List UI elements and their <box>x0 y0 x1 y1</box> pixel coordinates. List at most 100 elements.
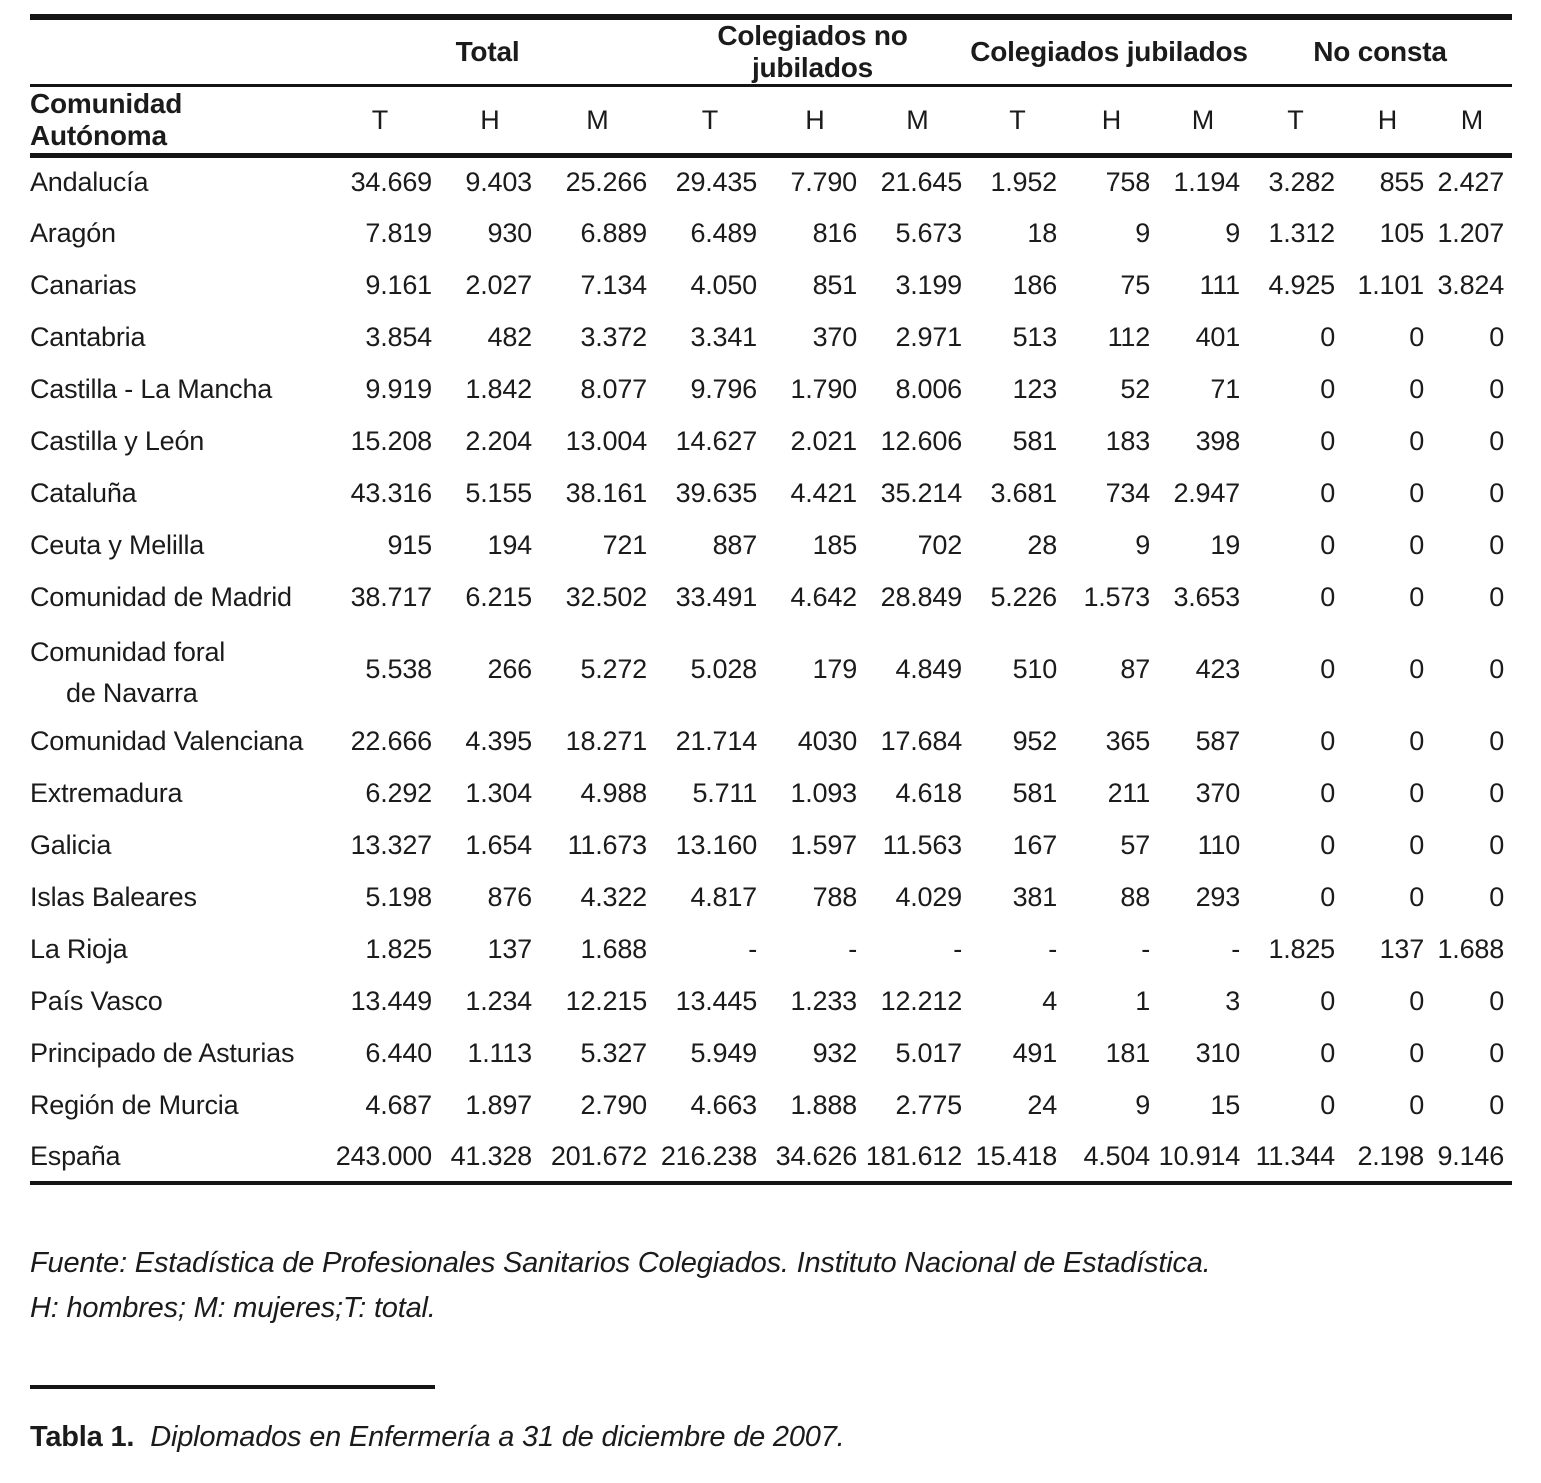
cell-value: 401 <box>1195 322 1241 352</box>
row-label: España <box>30 1131 320 1186</box>
cell-value: 15.208 <box>350 426 433 456</box>
column-header-h: H <box>440 85 540 158</box>
table-row: Extremadura 6.292 1.304 4.988 5.711 1.093 4.61… <box>30 767 1512 819</box>
cell-value: 0 <box>1320 1037 1336 1068</box>
cell-value: 0 <box>1489 478 1505 508</box>
cell-value: 112 <box>1107 322 1151 352</box>
cell-value: 1.304 <box>465 777 532 808</box>
cell-value: 52 <box>1120 374 1151 404</box>
cell-value: 12.606 <box>880 426 963 456</box>
table-row: Comunidad Valenciana 22.666 4.395 18.271 21.… <box>30 715 1512 767</box>
cell-value: 4.849 <box>895 653 963 684</box>
row-label: Ceuta y Melilla <box>30 530 205 560</box>
cell-value: 4.925 <box>1268 270 1336 300</box>
cell-value: 587 <box>1195 725 1241 756</box>
cell-value: 18 <box>1027 218 1058 248</box>
cell-value: 11.344 <box>1248 1131 1344 1186</box>
cell-value: 1.654 <box>465 829 532 860</box>
cell-value: 482 <box>487 322 533 352</box>
table-row: Comunidad foral de Navarra 5.538 266 5.272 5.… <box>30 624 1512 716</box>
source-note: Fuente: Estadística de Profesionales San… <box>30 1247 1211 1280</box>
cell-value: 0 <box>1320 426 1336 456</box>
row-label: Cantabria <box>30 322 146 352</box>
column-header-h: H <box>1343 85 1433 158</box>
row-label: Andalucía <box>30 167 149 198</box>
cell-value: 932 <box>812 1037 858 1068</box>
row-label: Galicia <box>30 829 112 860</box>
cell-value: 0 <box>1320 530 1336 560</box>
cell-value: 0 <box>1320 777 1336 808</box>
cell-value: 2.427 <box>1437 167 1505 198</box>
cell-value: 1.952 <box>990 167 1058 198</box>
cell-value: 43.316 <box>350 478 433 508</box>
cell-value: 243.000 <box>320 1131 440 1186</box>
table-row: Castilla y León 15.208 2.204 13.004 14.627 2.… <box>30 416 1512 468</box>
column-header-h: H <box>1065 85 1159 158</box>
cell-value: 9.161 <box>365 270 432 300</box>
table-row: Cantabria 3.854 482 3.372 3.341 370 2.971 513 11… <box>30 312 1512 364</box>
cell-value: 0 <box>1409 530 1425 560</box>
cell-value: 137 <box>487 933 533 964</box>
cell-value: 0 <box>1320 478 1336 508</box>
cell-value: 758 <box>1105 167 1151 198</box>
cell-value: 9.919 <box>365 374 432 404</box>
cell-value: 1.825 <box>1268 933 1336 964</box>
cell-value: 1.688 <box>1437 933 1505 964</box>
cell-value: 3.653 <box>1173 582 1241 612</box>
cell-value: 3.854 <box>365 322 432 352</box>
cell-value: 7.790 <box>790 167 858 198</box>
group-header-row: Total Colegiados no jubilados Colegiados… <box>30 17 1513 87</box>
cell-value: 0 <box>1409 881 1425 912</box>
cell-value: 0 <box>1320 374 1336 404</box>
row-label: Comunidad Valenciana <box>30 725 304 756</box>
cell-value: 370 <box>1195 777 1241 808</box>
row-label: Principado de Asturias <box>30 1037 295 1068</box>
cell-value: 19 <box>1210 530 1241 560</box>
row-label: Extremadura <box>30 777 183 808</box>
cell-value: 5.949 <box>690 1037 758 1068</box>
cell-value: 12.215 <box>565 985 648 1016</box>
cell-value: 167 <box>1012 829 1058 860</box>
table-row: Región de Murcia 4.687 1.897 2.790 4.663 1.88… <box>30 1079 1512 1131</box>
cell-value: 4.618 <box>895 777 963 808</box>
cell-value: 111 <box>1199 270 1241 300</box>
cell-value: 22.666 <box>350 725 433 756</box>
cell-value: 14.627 <box>675 426 758 456</box>
cell-value: 34.669 <box>350 167 433 198</box>
cell-value: 6.292 <box>365 777 432 808</box>
cell-value: 71 <box>1210 374 1241 404</box>
cell-value: 88 <box>1120 881 1151 912</box>
cell-value: 1.842 <box>465 374 532 404</box>
cell-value: 7.134 <box>580 270 648 300</box>
cell-value: 41.328 <box>440 1131 540 1186</box>
cell-value: 6.440 <box>365 1037 432 1068</box>
cell-value: 365 <box>1105 725 1151 756</box>
column-header-h: H <box>765 85 866 158</box>
cell-value: 181.612 <box>865 1131 971 1186</box>
cell-value: 0 <box>1489 1037 1505 1068</box>
cell-value: 510 <box>1012 653 1058 684</box>
cell-value: 2.198 <box>1343 1131 1433 1186</box>
group-header-jubilados: Colegiados jubilados <box>970 17 1249 87</box>
cell-value: 0 <box>1409 777 1425 808</box>
cell-value: 915 <box>387 530 433 560</box>
cell-value: 183 <box>1105 426 1151 456</box>
group-header-empty <box>30 17 320 87</box>
cell-value: 9 <box>1135 1089 1151 1120</box>
cell-value: 293 <box>1195 881 1241 912</box>
cell-value: 13.327 <box>350 829 433 860</box>
cell-value: 21.714 <box>675 725 758 756</box>
cell-value: 5.226 <box>990 582 1058 612</box>
column-header-row: Comunidad Autónoma T H M T H M T H M T H… <box>30 85 1513 158</box>
cell-value: 9 <box>1135 530 1151 560</box>
column-header-m: M <box>540 85 656 158</box>
cell-value: 4.322 <box>580 881 648 912</box>
table-row: Comunidad de Madrid 38.717 6.215 32.502 33.4… <box>30 572 1512 624</box>
cell-value: 370 <box>812 322 858 352</box>
statistics-table: Total Colegiados no jubilados Colegiados… <box>30 14 1513 1186</box>
cell-value: 9 <box>1135 218 1151 248</box>
row-label: Cataluña <box>30 478 137 508</box>
cell-value: 194 <box>487 530 533 560</box>
cell-value: 2.775 <box>895 1089 963 1120</box>
cell-value: 12.212 <box>880 985 963 1016</box>
